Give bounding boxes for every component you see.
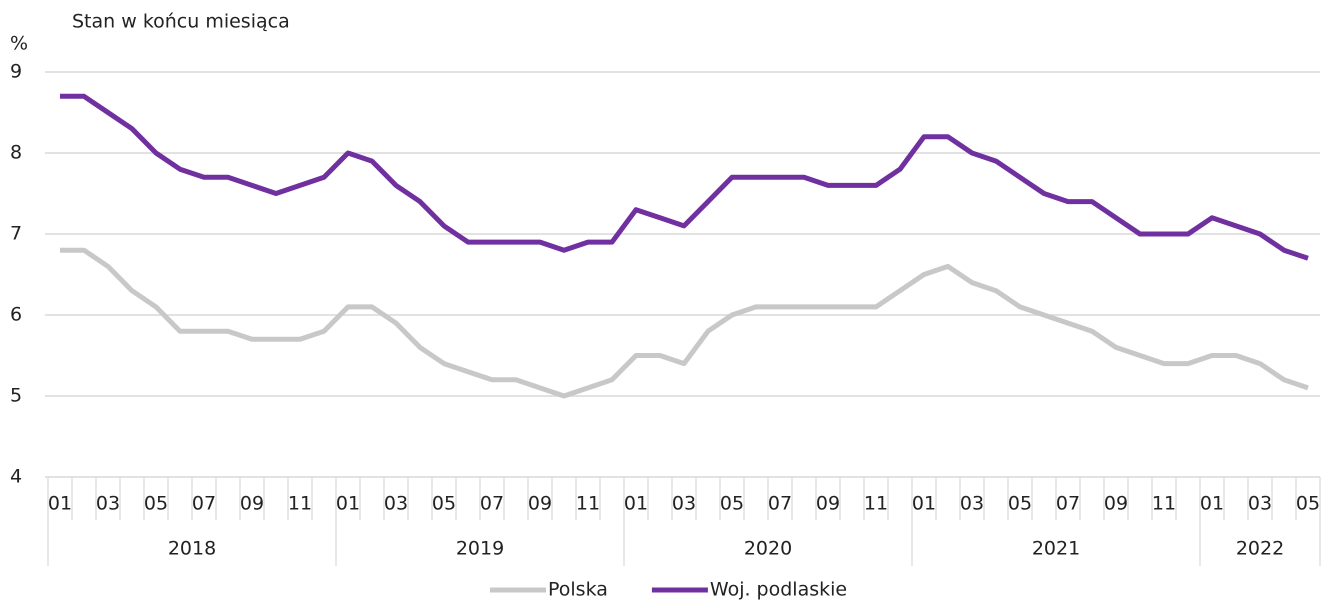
series-line — [60, 93, 1309, 261]
x-tick-label: 05 — [1296, 493, 1320, 515]
x-tick-label: 01 — [624, 493, 648, 515]
year-label: 2018 — [168, 538, 216, 560]
x-tick-label: 09 — [528, 493, 552, 515]
x-tick-label: 07 — [768, 493, 792, 515]
x-tick-label: 01 — [336, 493, 360, 515]
x-tick-label: 09 — [1104, 493, 1128, 515]
chart-subtitle: Stan w końcu miesiąca — [72, 11, 290, 33]
x-tick-label: 01 — [912, 493, 936, 515]
x-tick-label: 11 — [1152, 493, 1176, 515]
x-tick-label: 05 — [144, 493, 168, 515]
x-tick-label: 03 — [1248, 493, 1272, 515]
x-tick-label: 03 — [96, 493, 120, 515]
x-tick-label: 11 — [576, 493, 600, 515]
x-tick-label: 03 — [384, 493, 408, 515]
x-tick-label: 03 — [672, 493, 696, 515]
legend-label: Polska — [548, 579, 608, 601]
x-tick-label: 07 — [480, 493, 504, 515]
x-tick-label: 03 — [960, 493, 984, 515]
year-label: 2021 — [1032, 538, 1080, 560]
x-tick-label: 07 — [1056, 493, 1080, 515]
x-tick-label: 07 — [192, 493, 216, 515]
x-tick-label: 09 — [816, 493, 840, 515]
x-tick-label: 05 — [432, 493, 456, 515]
y-axis-label: % — [10, 33, 28, 55]
x-tick-label: 11 — [864, 493, 888, 515]
y-tick-label: 8 — [10, 142, 22, 164]
series-line — [60, 247, 1309, 399]
year-label: 2019 — [456, 538, 504, 560]
y-tick-label: 9 — [10, 61, 22, 83]
x-tick-label: 05 — [1008, 493, 1032, 515]
legend-label: Woj. podlaskie — [710, 579, 847, 601]
y-tick-label: 7 — [10, 223, 22, 245]
y-tick-label: 5 — [10, 385, 22, 407]
x-tick-label: 11 — [288, 493, 312, 515]
x-tick-label: 01 — [1200, 493, 1224, 515]
y-tick-label: 6 — [10, 304, 22, 326]
year-label: 2022 — [1236, 538, 1284, 560]
x-tick-label: 05 — [720, 493, 744, 515]
year-label: 2020 — [744, 538, 792, 560]
y-tick-label: 4 — [10, 466, 22, 488]
x-tick-label: 01 — [48, 493, 72, 515]
x-tick-label: 09 — [240, 493, 264, 515]
